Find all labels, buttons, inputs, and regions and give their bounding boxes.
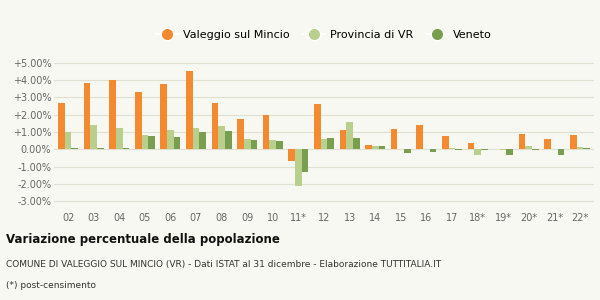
Bar [500,149,506,150]
Bar [97,148,104,149]
Bar [186,71,193,149]
Bar [449,148,455,149]
Bar [212,103,218,149]
Bar [237,119,244,149]
Bar [193,128,199,149]
Bar [263,115,269,149]
Bar [379,146,385,149]
Bar [289,149,295,161]
Bar [340,130,346,149]
Bar [455,149,462,150]
Bar [122,148,129,149]
Bar [474,149,481,154]
Bar [532,149,539,150]
Bar [320,139,328,149]
Bar [314,104,320,149]
Bar [404,149,411,153]
Bar [116,128,122,149]
Bar [416,125,423,149]
Bar [218,126,225,149]
Bar [269,140,276,149]
Bar [295,149,302,186]
Bar [467,143,474,149]
Text: Variazione percentuale della popolazione: Variazione percentuale della popolazione [6,233,280,246]
Bar [506,149,513,154]
Bar [557,149,565,154]
Bar [135,92,142,149]
Bar [244,139,251,149]
Bar [142,135,148,149]
Bar [65,132,71,149]
Bar [91,125,97,149]
Bar [71,148,78,149]
Bar [225,131,232,149]
Bar [174,137,181,149]
Bar [481,149,488,150]
Bar [199,132,206,149]
Bar [442,136,449,149]
Legend: Valeggio sul Mincio, Provincia di VR, Veneto: Valeggio sul Mincio, Provincia di VR, Ve… [152,25,496,44]
Bar [430,149,436,152]
Bar [148,136,155,149]
Bar [526,146,532,149]
Bar [328,138,334,149]
Bar [372,146,379,149]
Bar [346,122,353,149]
Bar [109,80,116,149]
Bar [251,140,257,149]
Bar [570,135,577,149]
Bar [519,134,526,149]
Bar [365,145,372,149]
Text: (*) post-censimento: (*) post-censimento [6,281,96,290]
Bar [167,130,174,149]
Bar [353,138,359,149]
Bar [160,84,167,149]
Bar [577,147,583,149]
Text: COMUNE DI VALEGGIO SUL MINCIO (VR) - Dati ISTAT al 31 dicembre - Elaborazione TU: COMUNE DI VALEGGIO SUL MINCIO (VR) - Dat… [6,260,441,269]
Bar [544,139,551,149]
Bar [83,83,91,149]
Bar [583,148,590,149]
Bar [391,129,397,149]
Bar [58,103,65,149]
Bar [276,141,283,149]
Bar [302,149,308,172]
